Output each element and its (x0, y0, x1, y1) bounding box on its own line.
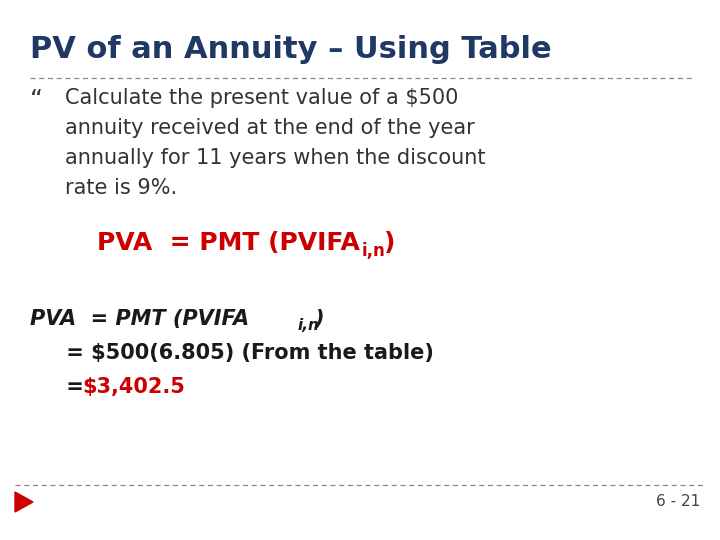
Text: annuity received at the end of the year: annuity received at the end of the year (65, 118, 474, 138)
Text: =: = (30, 377, 91, 397)
Text: i,n: i,n (362, 242, 386, 260)
Text: Calculate the present value of a $500: Calculate the present value of a $500 (65, 88, 459, 108)
Text: PVA  = PMT (PVIFA: PVA = PMT (PVIFA (30, 309, 249, 329)
Text: = $500(6.805) (From the table): = $500(6.805) (From the table) (30, 343, 434, 363)
Text: PVA  = PMT (PVIFA: PVA = PMT (PVIFA (97, 231, 360, 255)
Text: i,n: i,n (298, 318, 320, 333)
Text: 6 - 21: 6 - 21 (656, 495, 700, 510)
Text: PV of an Annuity – Using Table: PV of an Annuity – Using Table (30, 35, 552, 64)
Text: rate is 9%.: rate is 9%. (65, 178, 177, 198)
Polygon shape (15, 492, 33, 512)
Text: annually for 11 years when the discount: annually for 11 years when the discount (65, 148, 485, 168)
Text: ): ) (384, 231, 395, 255)
Text: ): ) (315, 309, 325, 329)
Text: $3,402.5: $3,402.5 (82, 377, 185, 397)
Text: “: “ (30, 88, 43, 112)
